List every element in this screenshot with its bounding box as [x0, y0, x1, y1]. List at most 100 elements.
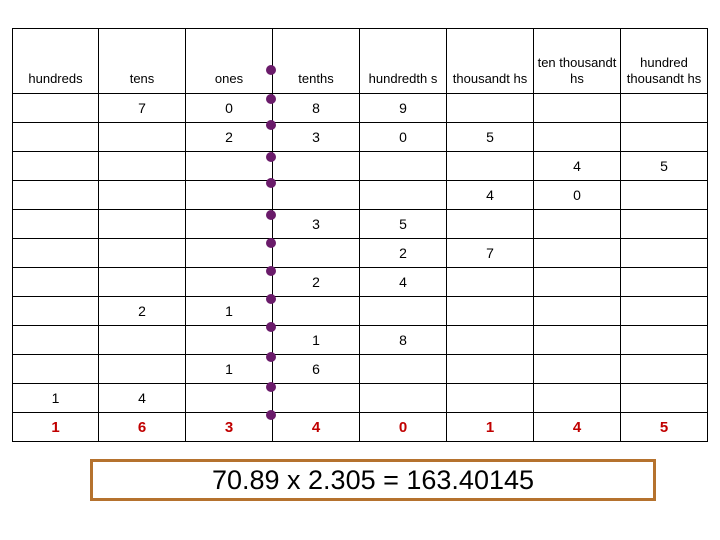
digit-cell	[446, 209, 534, 239]
digit-cell	[272, 180, 360, 210]
digit-cell: 9	[359, 93, 447, 123]
digit-cell	[185, 209, 273, 239]
digit-cell	[533, 325, 621, 355]
equation-box: 70.89 x 2.305 = 163.40145	[90, 459, 656, 501]
total-digit-cell: 3	[185, 412, 273, 442]
digit-cell	[533, 354, 621, 384]
digit-cell: 1	[12, 383, 99, 413]
digit-cell	[185, 151, 273, 181]
digit-cell	[98, 209, 186, 239]
digit-cell	[12, 122, 99, 152]
decimal-point-dot	[266, 120, 276, 130]
column-header: ones	[185, 28, 273, 94]
digit-cell: 5	[446, 122, 534, 152]
digit-cell	[12, 209, 99, 239]
column-header: hundredth s	[359, 28, 447, 94]
decimal-point-markers	[266, 60, 278, 420]
digit-cell	[533, 93, 621, 123]
digit-cell	[272, 151, 360, 181]
decimal-point-dot	[266, 352, 276, 362]
equation-text: 70.89 x 2.305 = 163.40145	[211, 464, 535, 495]
digit-cell	[98, 354, 186, 384]
digit-cell	[446, 93, 534, 123]
column-header: ten thousandt hs	[533, 28, 621, 94]
digit-cell: 8	[272, 93, 360, 123]
total-digit-cell: 5	[620, 412, 708, 442]
column-header: tens	[98, 28, 186, 94]
digit-cell: 4	[359, 267, 447, 297]
digit-cell	[446, 296, 534, 326]
digit-cell: 1	[185, 354, 273, 384]
digit-cell: 1	[185, 296, 273, 326]
column-header: thousandt hs	[446, 28, 534, 94]
digit-cell: 4	[98, 383, 186, 413]
decimal-point-dot	[266, 294, 276, 304]
decimal-point-dot	[266, 210, 276, 220]
digit-cell	[98, 238, 186, 268]
total-digit-cell: 6	[98, 412, 186, 442]
total-digit-cell: 1	[12, 412, 99, 442]
digit-cell: 4	[533, 151, 621, 181]
digit-cell: 2	[272, 267, 360, 297]
place-value-table: hundreds tens ones tenths hundredth s thousan…	[12, 28, 708, 442]
column-header: tenths	[272, 28, 360, 94]
decimal-point-dot	[266, 178, 276, 188]
digit-cell: 6	[272, 354, 360, 384]
digit-cell	[620, 325, 708, 355]
digit-cell	[359, 296, 447, 326]
digit-cell	[359, 151, 447, 181]
digit-cell	[185, 325, 273, 355]
digit-cell	[620, 180, 708, 210]
digit-cell	[620, 122, 708, 152]
digit-cell: 0	[359, 122, 447, 152]
total-digit-cell: 4	[533, 412, 621, 442]
digit-cell	[620, 354, 708, 384]
digit-cell	[620, 93, 708, 123]
digit-cell	[620, 238, 708, 268]
digit-cell	[185, 267, 273, 297]
digit-cell: 2	[98, 296, 186, 326]
decimal-point-dot	[266, 152, 276, 162]
column-header: hundred thousandt hs	[620, 28, 708, 94]
digit-cell	[533, 267, 621, 297]
decimal-point-dot	[266, 382, 276, 392]
digit-cell: 3	[272, 122, 360, 152]
digit-cell	[446, 267, 534, 297]
digit-cell	[446, 325, 534, 355]
digit-cell	[533, 122, 621, 152]
digit-cell: 7	[446, 238, 534, 268]
digit-cell	[359, 383, 447, 413]
header-row: hundreds tens ones tenths hundredth s thousan…	[12, 28, 708, 94]
digit-cell	[12, 267, 99, 297]
digit-cell	[272, 296, 360, 326]
digit-cell	[12, 354, 99, 384]
digit-cell	[359, 354, 447, 384]
digit-cell	[620, 209, 708, 239]
digit-cell	[533, 209, 621, 239]
digit-cell	[359, 180, 447, 210]
digit-cell	[533, 296, 621, 326]
digit-cell	[620, 296, 708, 326]
digit-cell: 5	[359, 209, 447, 239]
digit-cell	[98, 180, 186, 210]
digit-cell	[446, 151, 534, 181]
digit-cell	[12, 93, 99, 123]
digit-cell: 2	[185, 122, 273, 152]
digit-cell: 4	[446, 180, 534, 210]
digit-cell	[446, 354, 534, 384]
digit-cell	[185, 180, 273, 210]
total-digit-cell: 1	[446, 412, 534, 442]
column-header: hundreds	[12, 28, 99, 94]
decimal-point-dot	[266, 238, 276, 248]
total-digit-cell: 0	[359, 412, 447, 442]
digit-cell	[98, 325, 186, 355]
digit-cell	[185, 238, 273, 268]
